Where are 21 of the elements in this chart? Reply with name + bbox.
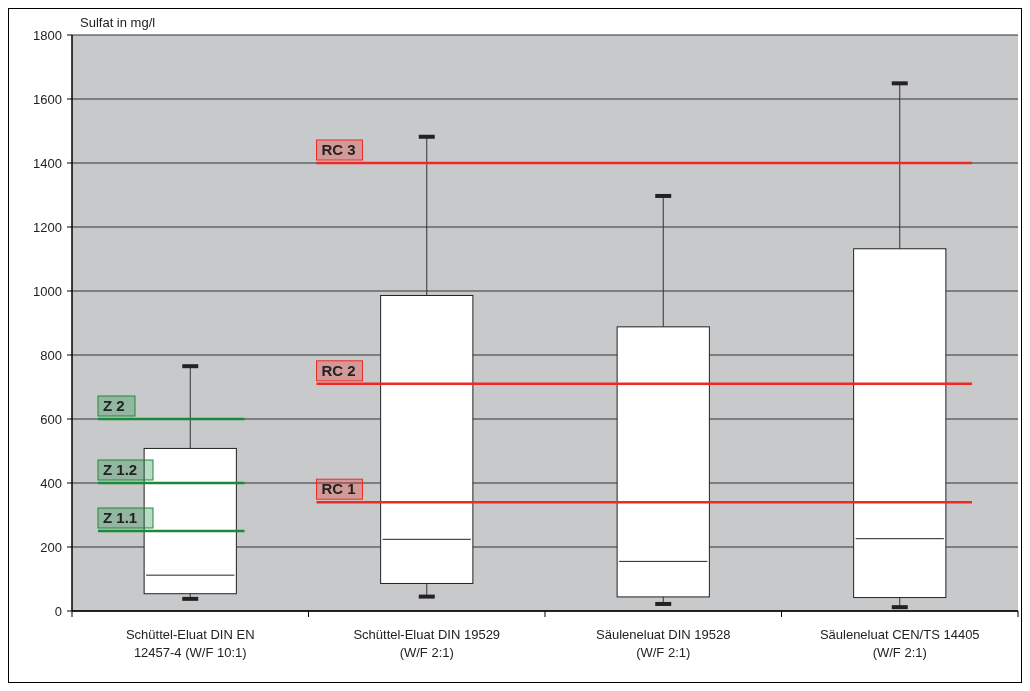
x-tick-label: Säuleneluat CEN/TS 14405 (W/F 2:1) [819,627,980,660]
y-tick-label: 600 [40,411,62,427]
ref-line-label: RC 3 [321,141,356,158]
y-tick-label: 400 [40,475,62,491]
ref-line-label: Z 1.1 [103,509,138,526]
y-tick-label: 1000 [33,283,62,299]
y-tick-label: 1600 [33,91,62,107]
ref-line-label: Z 2 [103,397,125,414]
x-tick-label: Schüttel-Eluat DIN EN 12457-4 (W/F 10:1) [125,627,255,660]
x-tick-label: Schüttel-Eluat DIN 19529 (W/F 2:1) [353,627,501,660]
ref-line-label: RC 1 [321,480,356,498]
x-tick-label: Säuleneluat DIN 19528 (W/F 2:1) [596,627,731,660]
y-tick-label: 1400 [33,155,62,171]
y-tick-label: 0 [54,603,62,619]
y-tick-label: 200 [40,539,62,555]
ref-line-label: RC 2 [321,361,356,379]
y-tick-label: 1200 [33,219,62,235]
ref-line-label: Z 1.2 [103,461,138,478]
y-axis-title: Sulfat in mg/l [80,15,156,30]
y-tick-label: 800 [40,347,62,363]
y-tick-label: 1800 [33,27,62,43]
